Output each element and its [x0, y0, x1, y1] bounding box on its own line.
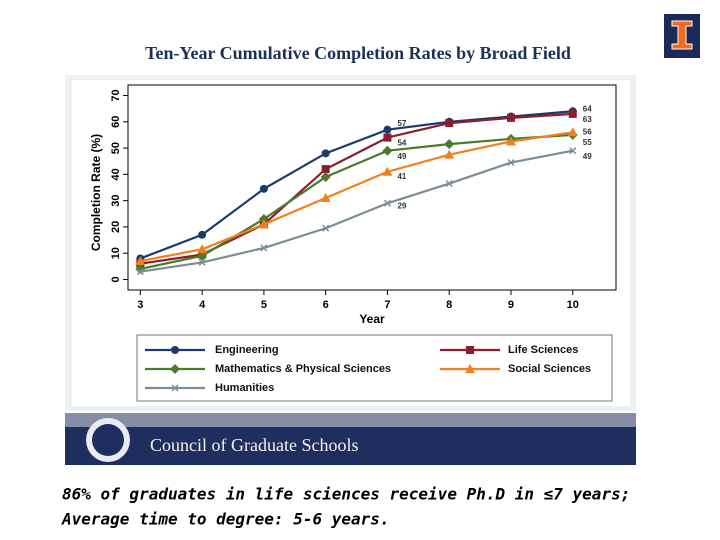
data-label: 55 [583, 138, 592, 147]
x-axis-label: Year [359, 312, 385, 326]
data-label: 64 [583, 104, 592, 113]
data-label: 49 [397, 152, 406, 161]
legend-label: Mathematics & Physical Sciences [215, 363, 391, 375]
x-tick-label: 5 [261, 299, 267, 311]
x-tick-label: 7 [384, 299, 390, 311]
marker [505, 136, 516, 146]
marker [569, 147, 577, 155]
marker [258, 214, 269, 225]
x-tick-label: 10 [567, 299, 579, 311]
marker [197, 250, 208, 261]
marker [506, 113, 515, 122]
x-tick-label: 3 [137, 299, 143, 311]
data-label: 41 [397, 172, 406, 181]
caption-line: Average time to degree: 5-6 years. [61, 510, 390, 529]
plot-area [127, 84, 617, 291]
marker [170, 364, 180, 374]
marker [445, 119, 454, 128]
series-line [140, 131, 573, 263]
marker [320, 171, 331, 182]
marker [198, 230, 207, 239]
marker [383, 133, 392, 142]
marker [171, 384, 179, 392]
series-line [140, 149, 573, 273]
data-label: 49 [583, 152, 592, 161]
legend-label: Life Sciences [508, 344, 578, 356]
marker [382, 145, 393, 156]
y-axis-label: Completion Rate (%) [89, 134, 103, 251]
marker [258, 219, 269, 229]
y-tick-label: 20 [110, 221, 122, 233]
legend-label: Humanities [215, 382, 274, 394]
logo [664, 14, 700, 58]
y-tick-label: 70 [110, 89, 122, 101]
y-tick-label: 30 [110, 195, 122, 207]
y-tick-label: 40 [110, 168, 122, 180]
marker [171, 346, 179, 354]
marker [507, 159, 515, 167]
marker [444, 149, 455, 159]
x-tick-label: 4 [199, 299, 206, 311]
marker [136, 268, 144, 276]
marker [465, 364, 475, 373]
marker [466, 346, 474, 354]
marker [322, 224, 330, 232]
marker [321, 165, 330, 174]
data-label: 57 [397, 119, 406, 128]
legend-box [136, 334, 613, 402]
footer-band: Council of Graduate Schools [65, 413, 636, 465]
y-tick-label: 50 [110, 142, 122, 154]
marker [320, 193, 331, 203]
legend-label: Engineering [215, 344, 279, 356]
x-tick-label: 8 [446, 299, 452, 311]
x-tick-label: 6 [323, 299, 329, 311]
marker [197, 244, 208, 254]
series-line [139, 110, 573, 260]
y-tick-label: 60 [110, 116, 122, 128]
data-label: 54 [397, 139, 406, 148]
series-line [140, 133, 573, 271]
marker [382, 166, 393, 176]
data-label: 63 [583, 115, 592, 124]
marker [568, 109, 577, 118]
marker [321, 149, 330, 158]
data-label: 29 [397, 201, 406, 210]
y-tick-label: 10 [110, 247, 122, 259]
y-tick-label: 0 [110, 276, 122, 282]
marker [260, 244, 268, 252]
chart-title: Ten-Year Cumulative Completion Rates by … [145, 43, 571, 63]
x-tick-label: 9 [508, 299, 514, 311]
marker [135, 256, 146, 266]
marker [198, 258, 206, 266]
marker [383, 199, 391, 207]
marker [445, 180, 453, 188]
caption-line: 86% of graduates in life sciences receiv… [62, 485, 630, 504]
marker [383, 125, 392, 134]
legend-label: Social Sciences [508, 363, 591, 375]
marker [259, 184, 268, 193]
marker [567, 127, 578, 137]
marker [444, 139, 455, 150]
footer-text: Council of Graduate Schools [150, 435, 358, 455]
data-label: 56 [583, 127, 592, 136]
